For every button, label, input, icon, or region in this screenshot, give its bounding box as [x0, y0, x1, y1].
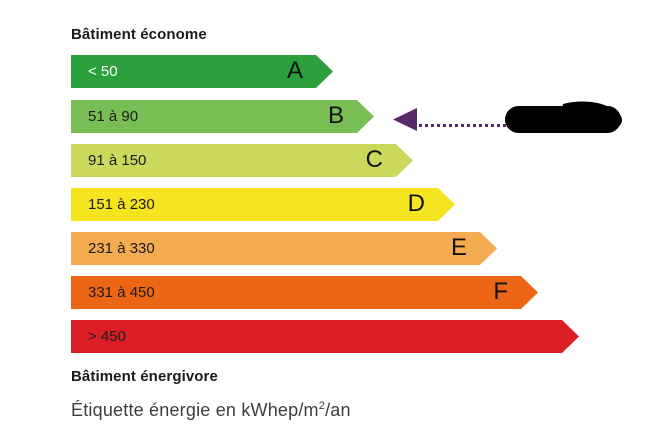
- grade-bar-d[interactable]: 151 à 230 D: [71, 188, 455, 221]
- unit-exponent-text: 2: [318, 400, 326, 412]
- grade-bar-e[interactable]: 231 à 330 E: [71, 232, 497, 265]
- unit-prefix-text: Étiquette énergie en kWhep/m: [71, 400, 319, 420]
- caption-energy-unit: Étiquette énergie en kWhep/m2/an: [71, 400, 351, 421]
- grade-bar-c[interactable]: 91 à 150 C: [71, 144, 413, 177]
- grade-bar-g[interactable]: > 450: [71, 320, 579, 353]
- grade-bar-f[interactable]: 331 à 450 F: [71, 276, 538, 309]
- grade-bar-a[interactable]: < 50 A: [71, 55, 333, 88]
- grade-bar-arrow-shape: [71, 276, 538, 309]
- grade-bar-arrow-shape: [71, 100, 374, 133]
- grade-bar-arrow-shape: [71, 188, 455, 221]
- grade-bar-arrow-shape: [71, 320, 579, 353]
- unit-suffix-text: /an: [325, 400, 351, 420]
- grade-bar-b[interactable]: 51 à 90 B: [71, 100, 374, 133]
- grade-bar-arrow-shape: [71, 232, 497, 265]
- caption-efficient-building: Bâtiment économe: [71, 26, 207, 43]
- grade-bar-arrow-shape: [71, 55, 333, 88]
- caption-energy-intensive-building: Bâtiment énergivore: [71, 368, 218, 385]
- grade-bar-arrow-shape: [71, 144, 413, 177]
